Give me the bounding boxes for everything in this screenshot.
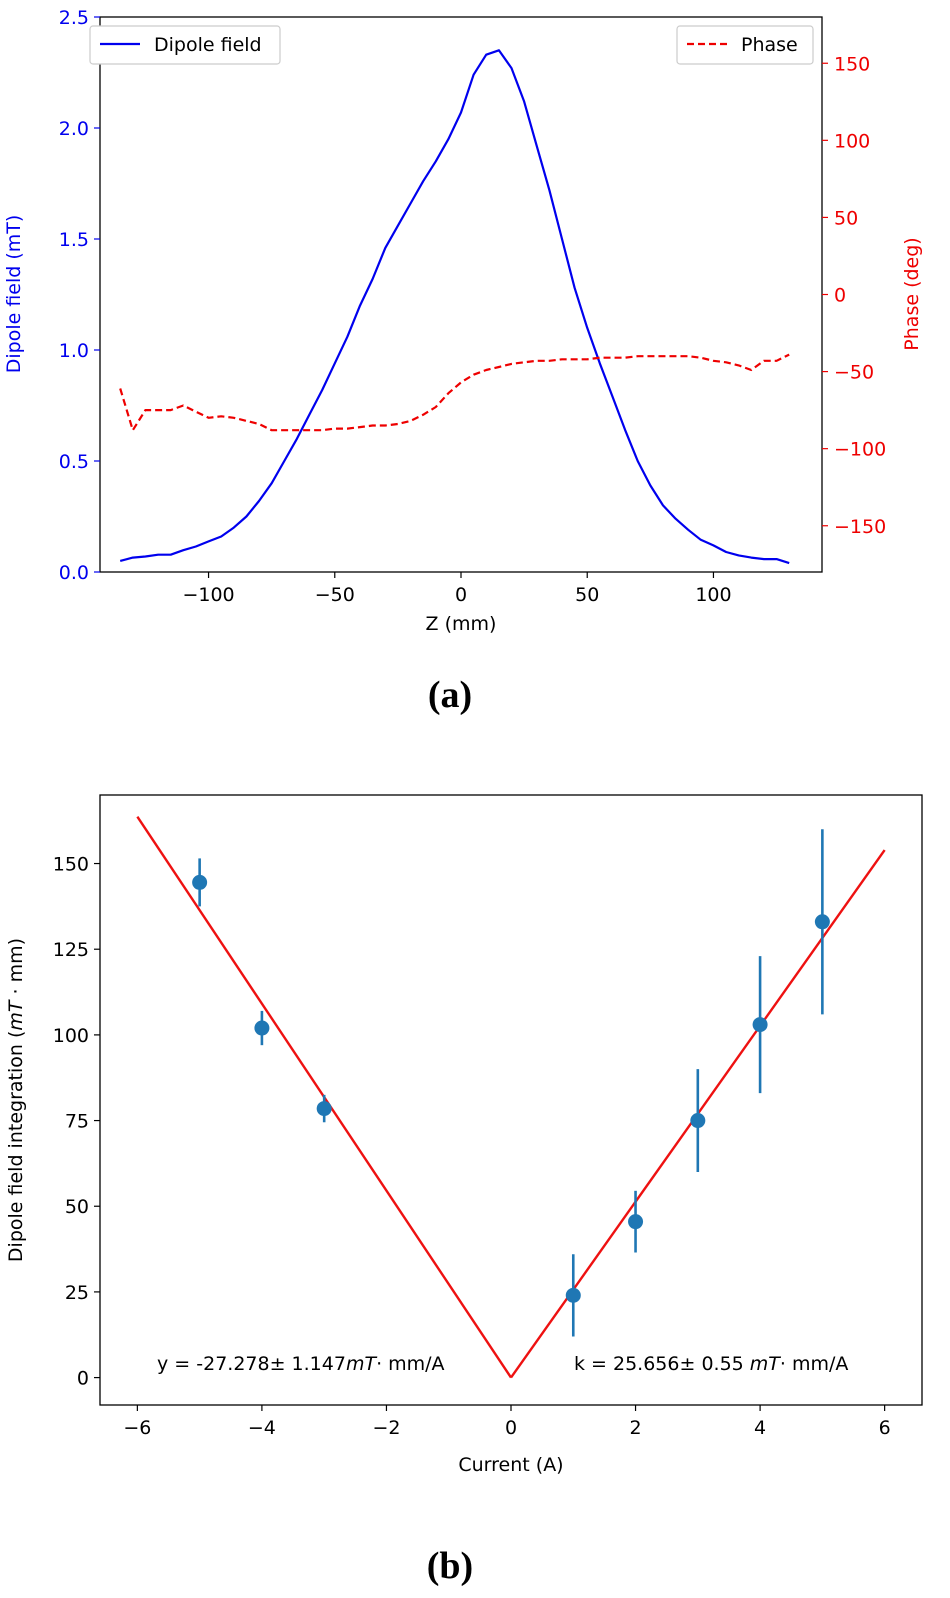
panel-a-y2-ticks: −150 −100 −50 0 50 100 150 [822, 53, 886, 538]
panel-a-y2-tick-label: −100 [834, 439, 886, 461]
right-anno-prefix: k = 25.656± 0.55 [574, 1353, 750, 1375]
panel-b-x-tick-label: −2 [372, 1417, 400, 1439]
panel-a-y-tick-label: 2.5 [59, 7, 89, 29]
panel-a-y2-tick-label: −50 [834, 362, 874, 384]
panel-a-x-axis-label: Z (mm) [426, 613, 497, 635]
panel-b-x-tick-label: 6 [879, 1417, 891, 1439]
legend-right-label: Phase [741, 34, 798, 56]
panel-b-x-tick-label: −6 [123, 1417, 151, 1439]
data-marker [690, 1113, 706, 1129]
panel-b-y-tick-label: 100 [53, 1025, 89, 1047]
panel-b-y-tick-label: 75 [65, 1111, 89, 1133]
data-point [814, 829, 830, 1015]
panel-a-y2-tick-label: 50 [834, 207, 858, 229]
panel-b-left-fit-annotation: y = -27.278± 1.147mT· mm/A [157, 1353, 445, 1375]
panel-a-y2-tick-label: 0 [834, 285, 846, 307]
panel-b-x-tick-label: −4 [248, 1417, 276, 1439]
panel-a-x-tick-label: −50 [315, 584, 355, 606]
panel-a-legend-left: Dipole field [89, 25, 281, 65]
panel-b-y-tick-label: 150 [53, 854, 89, 876]
legend-right-box [676, 25, 814, 65]
panel-a-x-ticks: −100 −50 0 50 100 [182, 572, 732, 606]
panel-b-x-tick-label: 0 [505, 1417, 517, 1439]
data-marker [752, 1017, 768, 1033]
data-marker [192, 874, 208, 890]
data-point [192, 858, 208, 907]
panel-b-data-points [192, 829, 830, 1337]
panel-a-y-axis-label: Dipole field (mT) [3, 215, 25, 374]
panel-a-label: (a) [428, 674, 472, 716]
data-marker [628, 1214, 644, 1230]
panel-b-x-ticks: −6 −4 −2 0 2 4 6 [123, 1405, 891, 1439]
panel-a-y-tick-label: 1.5 [59, 229, 89, 251]
panel-a-legend-right: Phase [676, 25, 814, 65]
panel-a-y2-tick-label: 100 [834, 130, 870, 152]
data-point [628, 1190, 644, 1253]
right-anno-suffix: · mm/A [780, 1353, 849, 1375]
panel-b-label: (b) [427, 1545, 473, 1587]
panel-a-x-tick-label: 100 [695, 584, 731, 606]
panel-b-y-tick-label: 0 [77, 1368, 89, 1390]
panel-b-y-axis-label: Dipole field integration (mT · mm) [5, 938, 27, 1262]
right-anno-unit: mT [750, 1353, 782, 1375]
panel-b-y-tick-label: 25 [65, 1282, 89, 1304]
data-point [565, 1254, 581, 1337]
panel-a-y2-axis-label: Phase (deg) [901, 237, 923, 350]
data-marker [316, 1101, 332, 1117]
panel-a-plot-frame [99, 16, 823, 573]
panel-a-y-tick-label: 2.0 [59, 118, 89, 140]
panel-a-x-tick-label: −100 [182, 584, 234, 606]
dipole-field-series-line [119, 49, 790, 565]
data-marker [814, 914, 830, 930]
panel-a-y-ticks: 0.0 0.5 1.0 1.5 2.0 2.5 [59, 7, 100, 584]
legend-left-label: Dipole field [154, 34, 262, 56]
panel-b-fit-lines [136, 816, 886, 1379]
panel-a-y-tick-label: 0.0 [59, 562, 89, 584]
panel-b-x-axis-label: Current (A) [458, 1454, 563, 1476]
panel-a-x-tick-label: 50 [575, 584, 599, 606]
data-point [254, 1010, 270, 1046]
panel-a-x-tick-label: 0 [455, 584, 467, 606]
panel-a-y-tick-label: 0.5 [59, 451, 89, 473]
phase-series-line [119, 353, 790, 432]
panel-b-y-tick-label: 50 [65, 1196, 89, 1218]
left-anno-prefix: y = -27.278± 1.147 [157, 1353, 346, 1375]
panel-a: −100 −50 0 50 100 0.0 0.5 1.0 1.5 2.0 2.5 −150 −10… [3, 7, 923, 716]
panel-a-y2-tick-label: 150 [834, 53, 870, 75]
panel-a-y2-tick-label: −150 [834, 516, 886, 538]
panel-a-y-tick-label: 1.0 [59, 340, 89, 362]
panel-b-y-tick-label: 125 [53, 939, 89, 961]
panel-a-dipole-field-line [119, 49, 790, 565]
panel-b-x-tick-label: 4 [754, 1417, 766, 1439]
left-anno-unit: mT [346, 1353, 378, 1375]
data-marker [254, 1020, 270, 1036]
legend-left-box [89, 25, 281, 65]
panel-a-phase-line [119, 353, 790, 432]
panel-b-x-tick-label: 2 [629, 1417, 641, 1439]
data-point [752, 956, 768, 1094]
panel-b-plot-frame [99, 794, 923, 1406]
panel-b-right-fit-annotation: k = 25.656± 0.55 mT· mm/A [574, 1353, 848, 1375]
panel-a-gridless-area [119, 49, 790, 565]
data-point [690, 1069, 706, 1172]
data-marker [565, 1287, 581, 1303]
data-point [316, 1094, 332, 1123]
left-anno-suffix: · mm/A [376, 1353, 445, 1375]
panel-b-y-ticks: 0 25 50 75 100 125 150 [53, 854, 100, 1390]
